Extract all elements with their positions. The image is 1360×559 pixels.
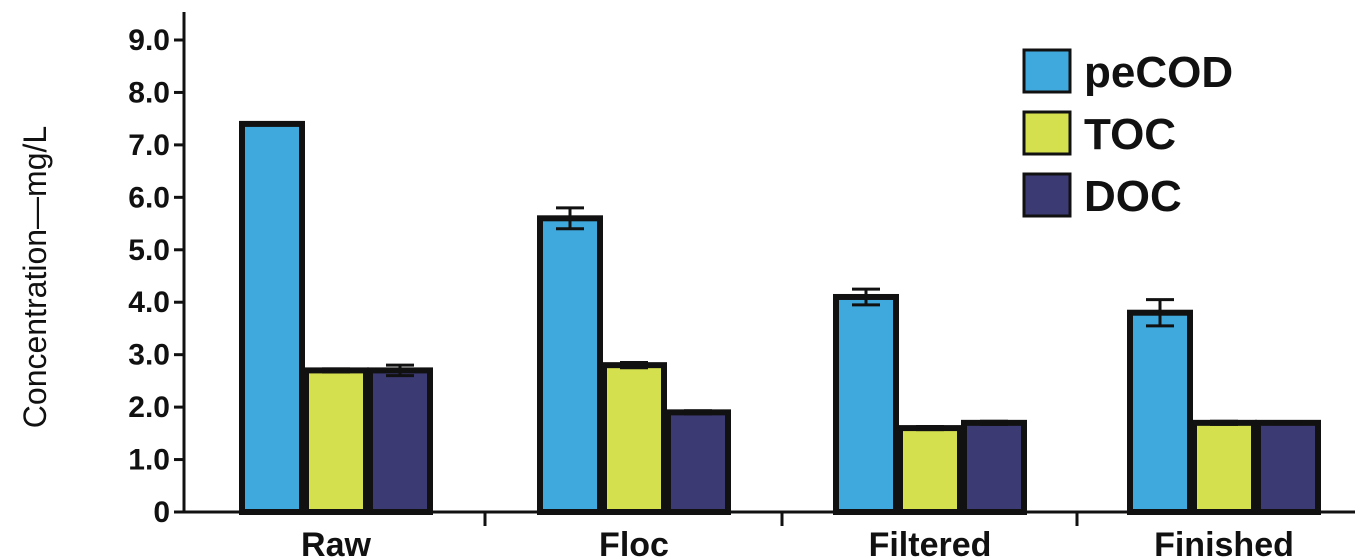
x-category-label: Filtered	[869, 526, 992, 559]
error-bar	[980, 419, 1008, 426]
legend-label-pecod: peCOD	[1084, 48, 1233, 97]
y-tick-label: 0	[153, 496, 170, 529]
bar-pecod-filtered	[833, 293, 899, 515]
error-bar	[684, 409, 712, 416]
error-bar	[1274, 420, 1302, 426]
bar-doc-finished	[1255, 419, 1321, 516]
error-bar	[916, 425, 944, 432]
bar-toc-floc	[601, 362, 667, 515]
y-axis-label-group: Concentration—mg/L	[17, 126, 53, 428]
y-tick-label: 8.0	[128, 76, 170, 109]
x-category-label: Floc	[599, 526, 669, 559]
legend-swatch-toc	[1022, 110, 1072, 156]
bar-toc-finished	[1191, 419, 1257, 516]
error-bar	[1146, 298, 1174, 328]
error-bar	[258, 121, 286, 127]
y-tick-label: 5.0	[128, 234, 170, 267]
x-category-labels: Raw Floc Filtered Finished	[301, 526, 1294, 559]
error-bar	[620, 361, 648, 370]
y-axis-label: Concentration—mg/L	[17, 126, 53, 428]
legend-label-doc: DOC	[1084, 172, 1182, 221]
y-tick-label: 3.0	[128, 339, 170, 372]
y-tick-label: 6.0	[128, 181, 170, 214]
y-tick-label: 2.0	[128, 391, 170, 424]
legend-swatch-pecod	[1022, 48, 1072, 94]
bar-doc-filtered	[961, 419, 1027, 516]
error-bar	[386, 363, 414, 378]
error-bar	[852, 287, 880, 307]
legend-label-toc: TOC	[1084, 110, 1176, 159]
bar-toc-raw	[303, 367, 369, 515]
bar-toc-filtered	[897, 425, 963, 516]
legend-swatch-doc	[1022, 172, 1072, 218]
y-tick-label: 9.0	[128, 24, 170, 57]
error-bar	[556, 206, 584, 231]
y-tick-label: 1.0	[128, 444, 170, 477]
bar-pecod-floc	[537, 215, 603, 516]
y-ticks: 0 1.0 2.0 3.0 4.0 5.0 6.0 7.0 8.0 9.0	[128, 24, 184, 529]
x-category-label: Finished	[1154, 526, 1294, 559]
bars	[239, 120, 1321, 516]
y-tick-label: 7.0	[128, 129, 170, 162]
bar-pecod-finished	[1127, 309, 1193, 516]
bar-doc-raw	[367, 367, 433, 515]
bar-doc-floc	[665, 409, 731, 516]
error-bar	[322, 367, 350, 374]
x-category-label: Raw	[301, 526, 371, 559]
y-tick-label: 4.0	[128, 286, 170, 319]
legend: peCOD TOC DOC	[1022, 48, 1233, 221]
bar-pecod-raw	[239, 120, 305, 516]
error-bar	[1210, 419, 1238, 426]
